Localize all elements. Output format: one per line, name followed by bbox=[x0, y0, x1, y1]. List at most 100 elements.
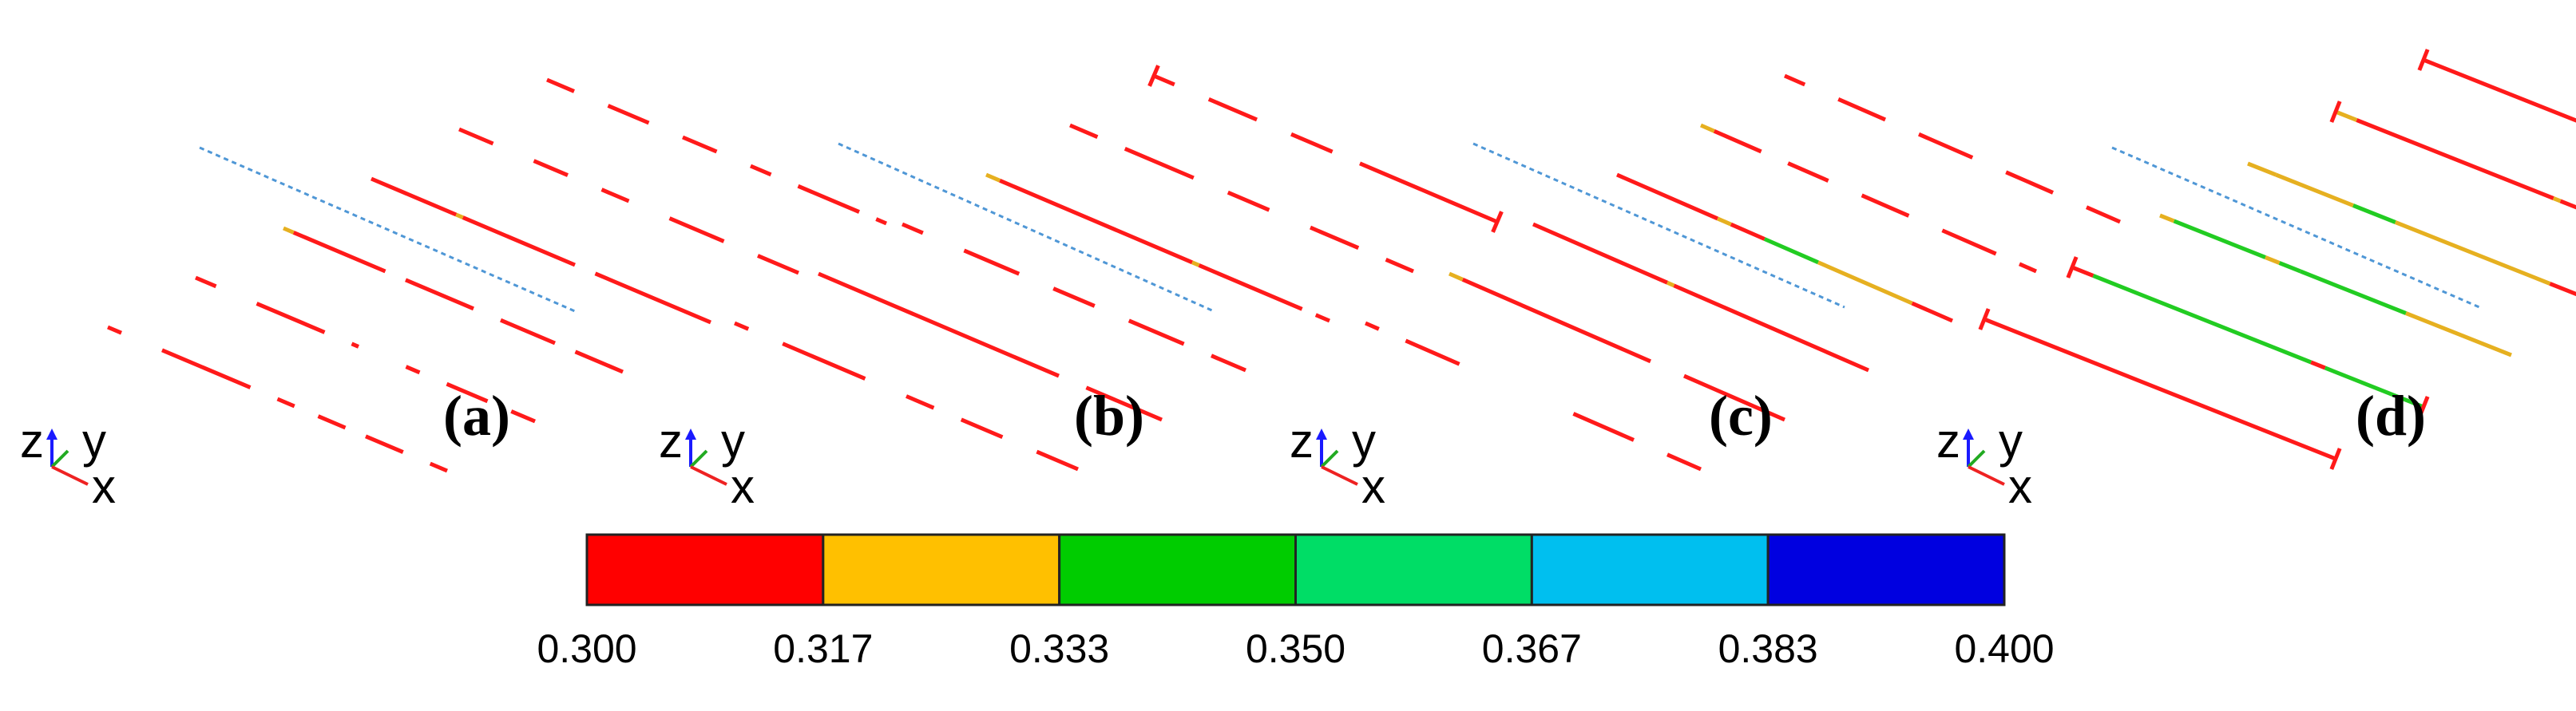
colorbar-tick-label: 0.300 bbox=[537, 626, 636, 671]
beam-segment bbox=[1052, 286, 1096, 308]
beam bbox=[1069, 123, 1414, 274]
beam-segment bbox=[2275, 172, 2354, 207]
triad-z-label: z bbox=[20, 414, 44, 468]
triad-y-label: y bbox=[1352, 414, 1376, 468]
beam-segment bbox=[1314, 313, 1330, 323]
beam-endcap bbox=[2417, 49, 2430, 71]
beam-segment bbox=[1069, 123, 1099, 139]
triad-x-label: x bbox=[2008, 460, 2032, 513]
beam-segment bbox=[1911, 301, 1953, 323]
beam bbox=[2417, 49, 2576, 123]
beam bbox=[371, 176, 711, 325]
beam-segment bbox=[1461, 278, 1651, 364]
beam-segment bbox=[405, 278, 474, 311]
beam-segment bbox=[1385, 258, 1414, 274]
beam-segment bbox=[875, 217, 887, 226]
beam-segment bbox=[2405, 311, 2512, 357]
beam-segment bbox=[2278, 261, 2301, 274]
beam-segment bbox=[1717, 216, 1732, 227]
beam-segment bbox=[750, 164, 772, 177]
beam bbox=[283, 226, 624, 374]
beam-segment bbox=[371, 176, 458, 217]
centerline bbox=[199, 146, 576, 313]
beam-segment bbox=[2086, 205, 2121, 224]
beam-segment bbox=[455, 212, 464, 219]
beam-segment bbox=[1763, 237, 1819, 265]
triad-x-arrow bbox=[1968, 465, 2005, 486]
beam-segment bbox=[2159, 213, 2175, 223]
beam bbox=[1784, 73, 2121, 224]
beam-segment bbox=[734, 321, 750, 331]
colorbar-tick-label: 0.333 bbox=[1009, 626, 1109, 671]
beam-segment bbox=[1227, 190, 1270, 212]
beam bbox=[2247, 161, 2576, 297]
beam-segment bbox=[546, 77, 575, 93]
beam-endcap bbox=[1147, 65, 1160, 87]
beam-segment bbox=[405, 365, 421, 375]
beam-segment bbox=[1449, 271, 1464, 282]
beam-segment bbox=[1191, 260, 1200, 267]
beam-segment bbox=[1153, 73, 1175, 87]
beam bbox=[458, 127, 799, 275]
beam-segment bbox=[1036, 449, 1079, 472]
beam bbox=[902, 222, 1246, 373]
beam-segment bbox=[446, 381, 489, 404]
beam-segment bbox=[999, 179, 1193, 265]
beam-segment bbox=[1124, 146, 1195, 180]
beam-segment bbox=[276, 397, 295, 409]
axis-triad: z yx bbox=[1290, 414, 1385, 513]
colorbar-cell bbox=[1058, 533, 1297, 606]
beam bbox=[818, 271, 1163, 422]
beam-segment bbox=[2092, 274, 2312, 365]
beam bbox=[1700, 123, 2037, 274]
beam-segment bbox=[594, 271, 711, 325]
axis-triad: z yx bbox=[1936, 414, 2032, 513]
beam-segment bbox=[600, 188, 630, 203]
triad-y-label: y bbox=[721, 414, 745, 468]
beam-segment bbox=[1290, 132, 1334, 154]
beam-segment bbox=[2394, 220, 2551, 286]
beam-segment bbox=[533, 159, 569, 177]
beam bbox=[1978, 308, 2342, 470]
beam bbox=[546, 77, 887, 226]
beam-segment bbox=[1700, 123, 1715, 133]
triad-y-arrow bbox=[1320, 449, 1339, 468]
beam-endcap bbox=[2329, 101, 2342, 123]
beam-segment bbox=[317, 414, 347, 430]
beam-segment bbox=[574, 350, 624, 374]
beam-segment bbox=[1405, 338, 1460, 366]
beam bbox=[2159, 213, 2512, 357]
panel-label: (c) bbox=[1709, 384, 1773, 448]
beam-segment bbox=[1127, 318, 1185, 346]
colorbar-tick-label: 0.400 bbox=[1954, 626, 2054, 671]
beam-segment bbox=[1817, 260, 1913, 306]
triad-z-label: z bbox=[659, 414, 683, 468]
colorbar-cell bbox=[1766, 533, 2006, 606]
colorbar-tick-label: 0.383 bbox=[1718, 626, 1818, 671]
beam-segment bbox=[2549, 282, 2576, 297]
triad-x-arrow bbox=[51, 465, 89, 486]
beam-segment bbox=[510, 409, 536, 424]
beam-segment bbox=[1365, 321, 1380, 331]
panel-label: (a) bbox=[443, 384, 510, 448]
beam-segment bbox=[2071, 265, 2094, 278]
triad-z-arrowhead bbox=[1963, 429, 1974, 440]
beam-segment bbox=[462, 215, 576, 267]
centerline bbox=[1472, 142, 1845, 309]
panel-label: (b) bbox=[1074, 384, 1144, 448]
beam-segment bbox=[2352, 203, 2396, 224]
beam-segment bbox=[2019, 262, 2037, 274]
colorbar-cell bbox=[1530, 533, 1770, 606]
panel-label: (d) bbox=[2356, 384, 2426, 448]
triad-x-label: x bbox=[731, 460, 755, 513]
beam-endcap bbox=[2066, 256, 2079, 278]
colorbar-cell bbox=[1294, 533, 1533, 606]
colorbar-tick-label: 0.317 bbox=[773, 626, 873, 671]
beam-segment bbox=[902, 222, 924, 235]
beam bbox=[985, 172, 1330, 323]
beam-segment bbox=[782, 342, 866, 381]
colorbar-tick-label: 0.350 bbox=[1246, 626, 1345, 671]
beam-segment bbox=[1984, 317, 2336, 461]
beam-segment bbox=[256, 302, 326, 334]
